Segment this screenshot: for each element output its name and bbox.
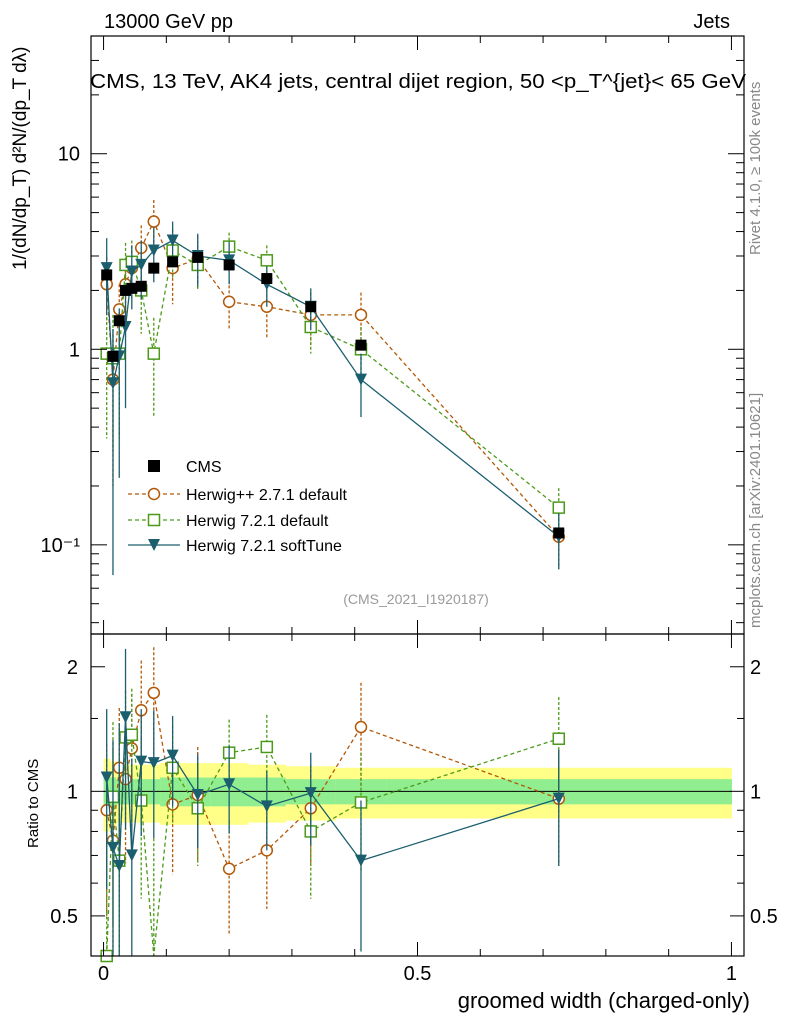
- series-3-point: [100, 262, 113, 275]
- y-tick-label: 10: [58, 144, 80, 166]
- series-3-point: [125, 265, 138, 278]
- ratio-y-tick-label-left: 0.5: [50, 906, 78, 928]
- x-tick-label: 1: [726, 963, 737, 985]
- series-3-ratio-point: [147, 757, 160, 770]
- cms-point: [107, 350, 119, 362]
- series-3-ratio-point: [113, 860, 126, 873]
- series-3-ratio-point: [125, 849, 138, 862]
- cms-point: [305, 301, 317, 313]
- series-2-line: [106, 245, 560, 509]
- legend-label-herwigpp: Herwig++ 2.7.1 default: [186, 487, 348, 504]
- series-3-ratio-point: [223, 778, 236, 791]
- series-3-ratio-point: [106, 841, 119, 854]
- y-tick-label: 1: [69, 339, 80, 361]
- cms-point: [120, 284, 132, 296]
- cms-point: [101, 269, 113, 281]
- cms-point: [261, 273, 273, 285]
- series-1-ratio-point: [147, 686, 161, 700]
- series-3-ratio-point: [166, 749, 179, 762]
- legend-label-herwig7-default: Herwig 7.2.1 default: [186, 513, 329, 530]
- y-tick-label: 10⁻¹: [41, 535, 81, 557]
- series-1-ratio-point: [354, 720, 368, 734]
- ratio-y-tick-label-right: 1: [750, 781, 761, 803]
- series-1-ratio-point: [222, 862, 236, 875]
- cms-point: [113, 315, 125, 327]
- series-2-point: [260, 254, 274, 267]
- series-3-point: [147, 244, 160, 257]
- legend-marker-herwigpp: [147, 487, 161, 501]
- series-3-ratio-line: [106, 717, 559, 867]
- cms-point: [355, 339, 367, 351]
- axes: 0 0.5 1 10⁻¹ 1 10 0.5 0.5 1 1 2 2: [41, 35, 778, 985]
- y-axis-label: 1/(dN/dp_T) d²N/(dp_T dλ): [10, 46, 31, 270]
- cms-point: [223, 259, 235, 271]
- series-2-ratio-point: [125, 728, 139, 742]
- series-1-point: [354, 308, 368, 322]
- plot-title: CMS, 13 TeV, AK4 jets, central dijet reg…: [90, 71, 747, 93]
- cms-point: [135, 280, 147, 292]
- series-2-ratio-line: [106, 733, 559, 957]
- series-1-point: [147, 215, 161, 228]
- series-1-point: [222, 295, 236, 309]
- series-3-ratio-point: [260, 800, 273, 813]
- series-2-ratio-point: [552, 732, 566, 745]
- series-2-point: [552, 501, 566, 514]
- x-tick-label: 0.5: [404, 963, 432, 985]
- series-3-point: [106, 377, 119, 390]
- series-3-ratio-point: [191, 788, 204, 801]
- header-category: Jets: [693, 11, 730, 33]
- series-3-ratio-point: [552, 792, 565, 805]
- legend-label-cms: CMS: [186, 459, 222, 476]
- series-3-ratio-point: [354, 854, 367, 867]
- ratio-y-tick-label-right: 0.5: [750, 906, 778, 928]
- series-3-point: [135, 258, 148, 271]
- cms-point: [167, 256, 179, 268]
- series-3-ratio-point: [100, 771, 113, 784]
- ratio-y-tick-label-left: 1: [67, 781, 78, 803]
- legend-label-herwig7-soft: Herwig 7.2.1 softTune: [186, 538, 342, 555]
- x-tick-label: 0: [98, 963, 109, 985]
- cms-point: [148, 262, 160, 274]
- mcplots-label: mcplots.cern.ch [arXiv:2401.10621]: [747, 393, 764, 628]
- ratio-y-tick-label-left: 2: [67, 657, 78, 679]
- series-3-ratio-point: [135, 755, 148, 768]
- series-2-ratio-point: [260, 740, 274, 754]
- legend-marker-herwig7-soft: [148, 539, 160, 551]
- ratio-y-tick-label-right: 2: [750, 657, 761, 679]
- main-plot-marks: [100, 199, 566, 576]
- rivet-version-label: Rivet 4.1.0, ≥ 100k events: [747, 82, 764, 255]
- series-3-point: [354, 373, 367, 386]
- cms-point: [553, 527, 565, 539]
- ratio-plot-marks: [100, 647, 566, 963]
- series-3-ratio-point: [304, 787, 317, 800]
- cms-point: [192, 251, 204, 263]
- series-3-ratio-point: [119, 711, 132, 724]
- x-axis-label: groomed width (charged-only): [458, 988, 750, 1013]
- legend-marker-herwig7-default: [147, 513, 161, 527]
- analysis-watermark: (CMS_2021_I1920187): [343, 591, 489, 607]
- legend: CMS Herwig++ 2.7.1 default Herwig 7.2.1 …: [128, 459, 348, 555]
- header-energy: 13000 GeV pp: [104, 11, 233, 33]
- series-3-point: [166, 234, 179, 247]
- series-2-point: [147, 347, 161, 360]
- legend-marker-cms: [148, 460, 160, 472]
- cms-point: [126, 282, 138, 294]
- ratio-y-axis-label: Ratio to CMS: [25, 759, 42, 848]
